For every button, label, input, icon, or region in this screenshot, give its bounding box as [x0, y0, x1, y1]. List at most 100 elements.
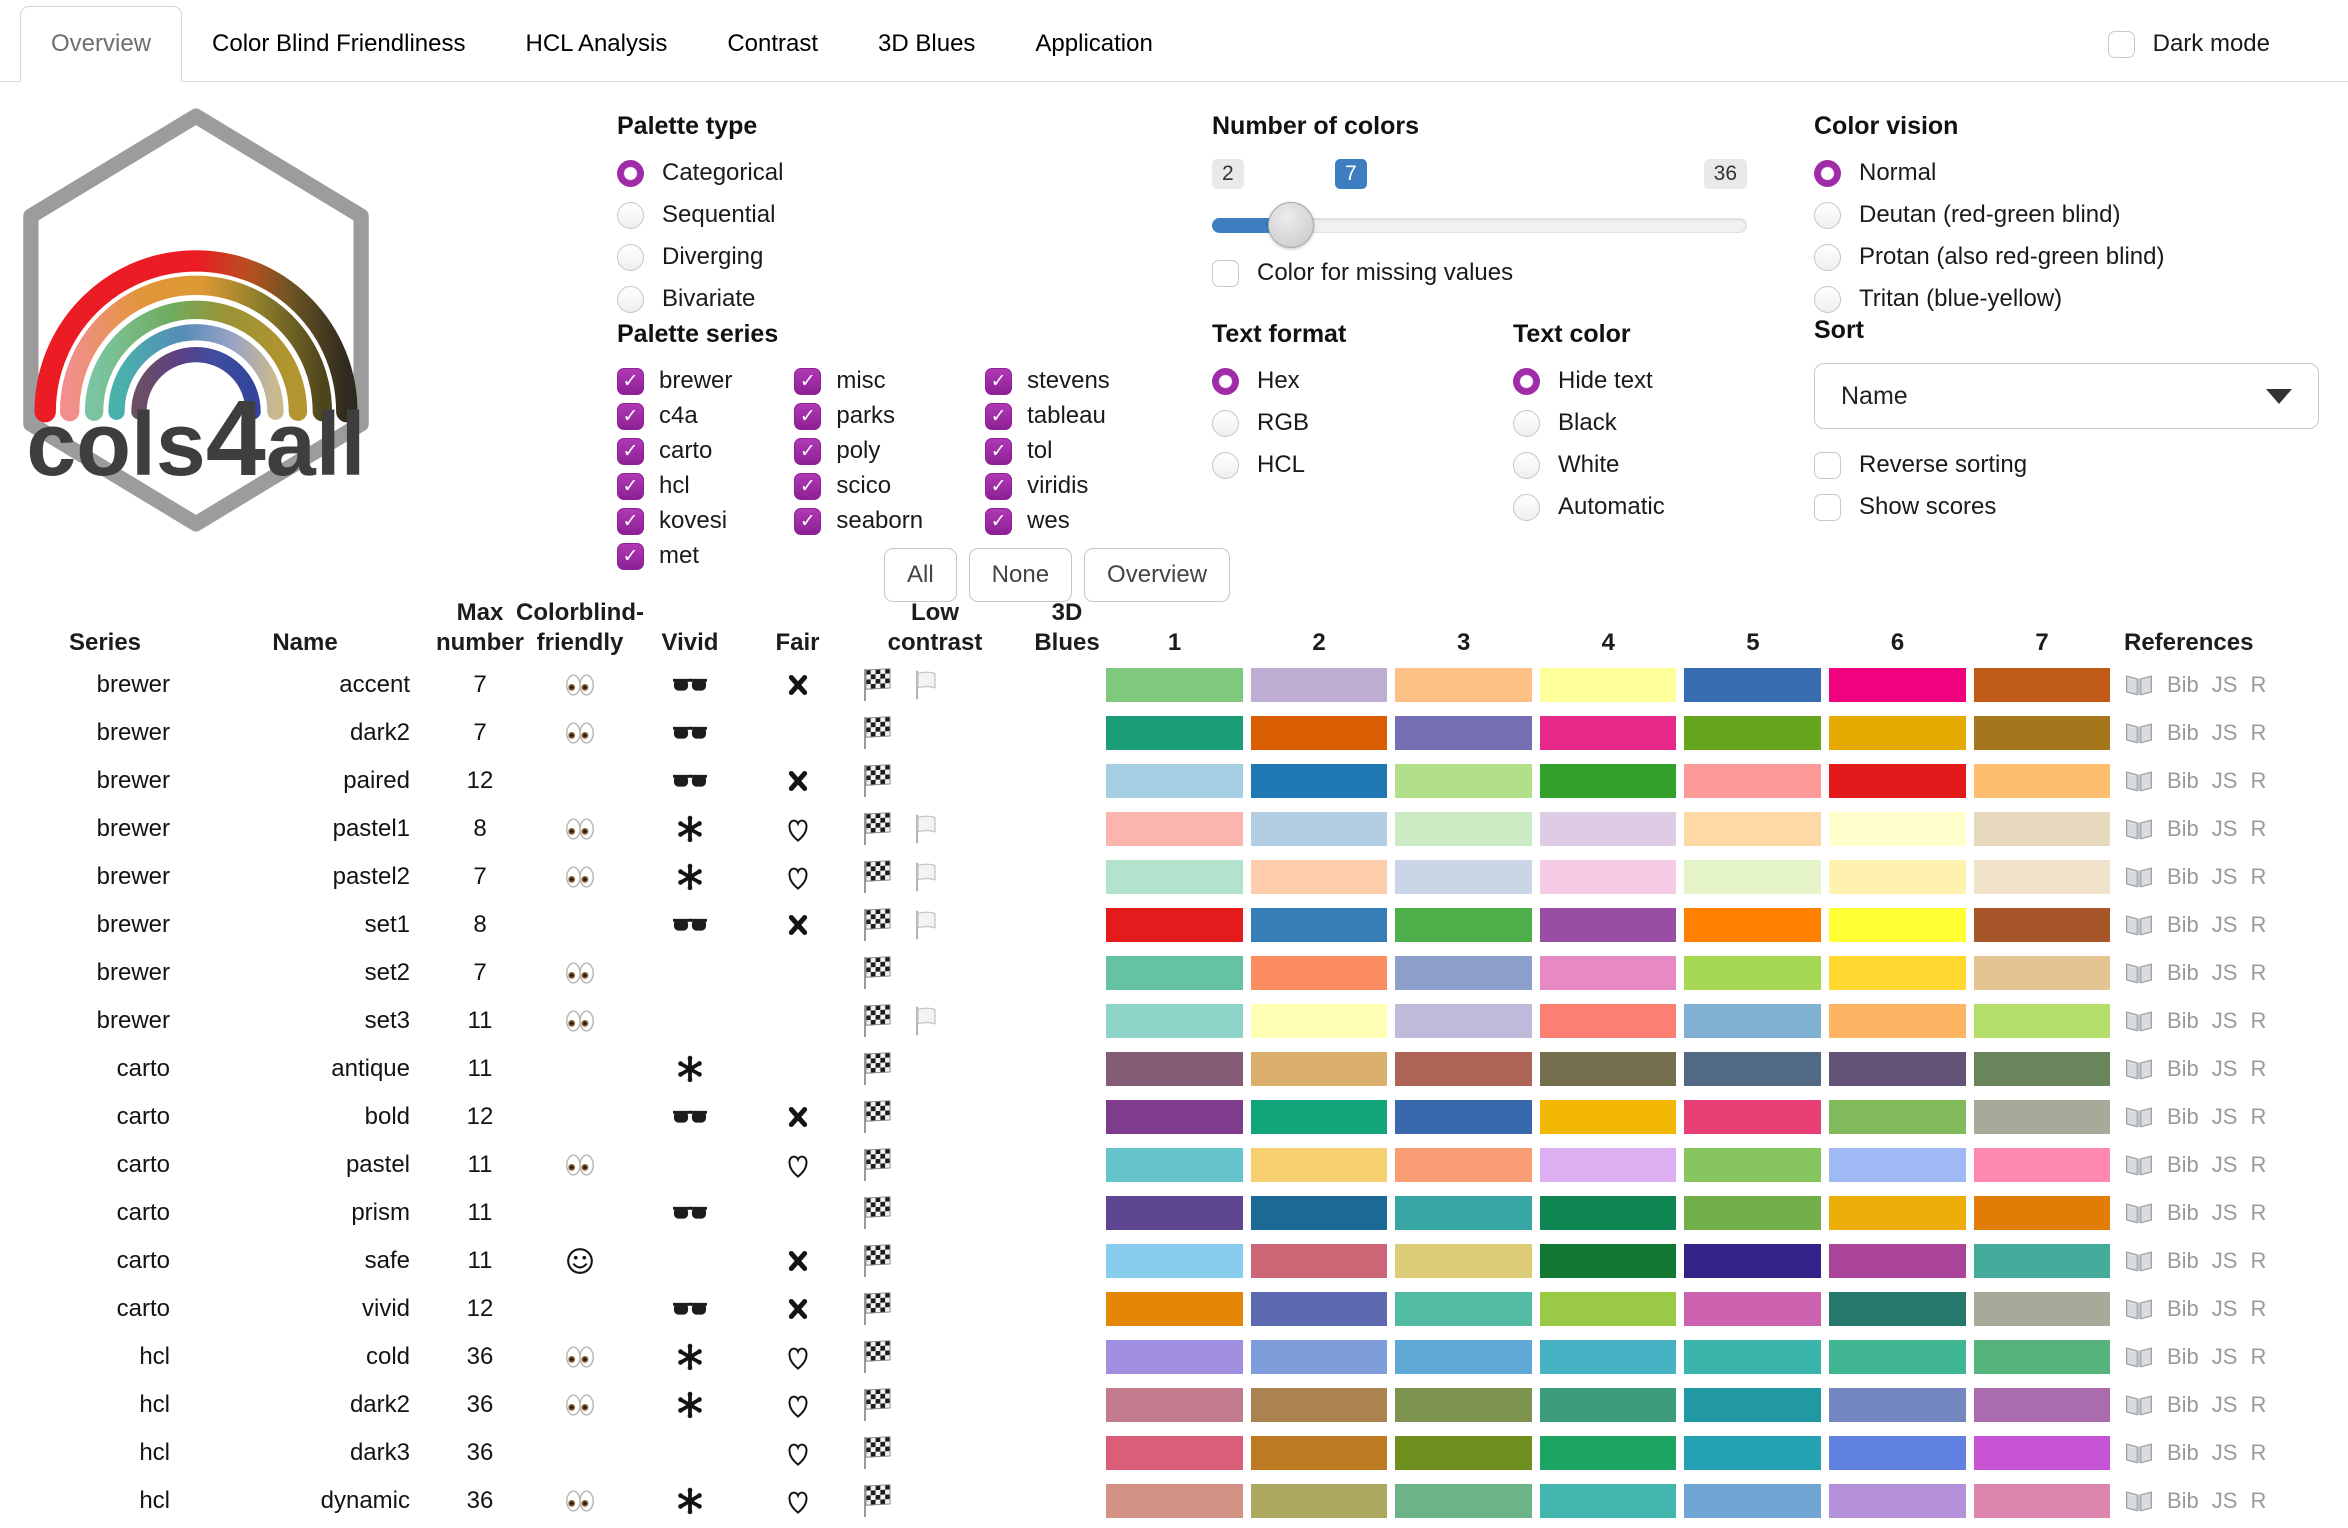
series-checkbox-tableau[interactable]	[985, 402, 1013, 430]
radio-tritan-blue-yellow-[interactable]	[1814, 285, 1841, 313]
reference-link-js[interactable]: JS	[2211, 720, 2238, 745]
color-swatch-6[interactable]	[1828, 812, 1966, 846]
table-row-carto-vivid[interactable]: carto vivid 12 Bib JS R	[0, 1285, 2348, 1333]
table-row-brewer-pastel1[interactable]: brewer pastel1 8 Bib JS R	[0, 805, 2348, 853]
series-checkbox-viridis[interactable]	[985, 472, 1013, 500]
reference-link-r[interactable]: R	[2250, 816, 2267, 841]
radio-normal[interactable]	[1814, 159, 1841, 187]
color-swatch-3[interactable]	[1395, 716, 1532, 750]
reference-link-js[interactable]: JS	[2211, 960, 2238, 985]
palette-name-cell[interactable]: pastel	[345, 1151, 410, 1178]
reference-link-js[interactable]: JS	[2211, 1488, 2238, 1513]
reference-link-js[interactable]: JS	[2211, 1440, 2238, 1465]
all-button[interactable]: All	[884, 548, 957, 602]
color-swatch-6[interactable]	[1828, 1244, 1966, 1278]
color-swatch-7[interactable]	[1973, 908, 2111, 942]
table-row-brewer-pastel2[interactable]: brewer pastel2 7 Bib JS R	[0, 853, 2348, 901]
color-swatch-2[interactable]	[1250, 1292, 1388, 1326]
color-swatch-2[interactable]	[1250, 1244, 1388, 1278]
color-swatch-5[interactable]	[1684, 716, 1821, 750]
color-swatch-3[interactable]	[1395, 764, 1532, 798]
palette-swatches[interactable]	[1106, 1093, 2118, 1141]
reference-link-js[interactable]: JS	[2211, 864, 2238, 889]
color-swatch-3[interactable]	[1395, 1292, 1532, 1326]
color-swatch-4[interactable]	[1539, 1004, 1677, 1038]
tab-color-blind-friendliness[interactable]: Color Blind Friendliness	[212, 30, 466, 57]
table-row-brewer-accent[interactable]: brewer accent 7 Bib JS R	[0, 661, 2348, 709]
palette-swatches[interactable]	[1106, 1045, 2118, 1093]
color-swatch-2[interactable]	[1250, 1052, 1388, 1086]
reference-link-js[interactable]: JS	[2211, 1056, 2238, 1081]
color-swatch-4[interactable]	[1539, 956, 1677, 990]
series-checkbox-seaborn[interactable]	[794, 507, 822, 535]
missing-values-checkbox[interactable]	[1212, 259, 1239, 287]
reference-link-r[interactable]: R	[2250, 1056, 2267, 1081]
color-swatch-7[interactable]	[1973, 1436, 2111, 1470]
color-swatch-6[interactable]	[1828, 1148, 1966, 1182]
palette-name-cell[interactable]: safe	[364, 1247, 410, 1274]
book-icon[interactable]	[2124, 1488, 2154, 1514]
reference-link-js[interactable]: JS	[2211, 1296, 2238, 1321]
overview-button[interactable]: Overview	[1084, 548, 1231, 602]
color-swatch-3[interactable]	[1395, 1196, 1532, 1230]
palette-name-cell[interactable]: set3	[364, 1007, 410, 1034]
color-swatch-2[interactable]	[1250, 956, 1388, 990]
book-icon[interactable]	[2124, 1104, 2154, 1130]
color-swatch-7[interactable]	[1973, 1148, 2111, 1182]
color-swatch-1[interactable]	[1106, 716, 1243, 750]
color-swatch-4[interactable]	[1539, 1436, 1677, 1470]
color-swatch-5[interactable]	[1684, 860, 1821, 894]
color-swatch-2[interactable]	[1250, 1196, 1388, 1230]
palette-swatches[interactable]	[1106, 1429, 2118, 1477]
color-swatch-2[interactable]	[1250, 668, 1388, 702]
color-swatch-1[interactable]	[1106, 1004, 1243, 1038]
color-swatch-2[interactable]	[1250, 812, 1388, 846]
book-icon[interactable]	[2124, 672, 2154, 698]
sort-select[interactable]: Name	[1814, 363, 2319, 429]
color-swatch-5[interactable]	[1684, 668, 1821, 702]
radio-sequential[interactable]	[617, 201, 644, 229]
reference-link-js[interactable]: JS	[2211, 912, 2238, 937]
series-checkbox-brewer[interactable]	[617, 367, 644, 395]
table-row-brewer-set1[interactable]: brewer set1 8 Bib JS R	[0, 901, 2348, 949]
color-swatch-1[interactable]	[1106, 1244, 1243, 1278]
reference-link-bib[interactable]: Bib	[2167, 816, 2199, 841]
palette-swatches[interactable]	[1106, 997, 2118, 1045]
table-row-carto-prism[interactable]: carto prism 11 Bib JS R	[0, 1189, 2348, 1237]
color-swatch-5[interactable]	[1684, 1004, 1821, 1038]
color-swatch-4[interactable]	[1539, 1052, 1677, 1086]
color-swatch-3[interactable]	[1395, 668, 1532, 702]
reference-link-r[interactable]: R	[2250, 672, 2267, 697]
reference-link-js[interactable]: JS	[2211, 1104, 2238, 1129]
book-icon[interactable]	[2124, 1440, 2154, 1466]
color-swatch-3[interactable]	[1395, 1004, 1532, 1038]
series-checkbox-scico[interactable]	[794, 472, 822, 500]
reference-link-bib[interactable]: Bib	[2167, 912, 2199, 937]
color-swatch-2[interactable]	[1250, 1148, 1388, 1182]
color-swatch-5[interactable]	[1684, 1292, 1821, 1326]
color-swatch-5[interactable]	[1684, 1388, 1821, 1422]
color-swatch-4[interactable]	[1539, 1244, 1677, 1278]
series-checkbox-misc[interactable]	[794, 367, 822, 395]
palette-swatches[interactable]	[1106, 901, 2118, 949]
color-swatch-6[interactable]	[1828, 1292, 1966, 1326]
color-swatch-7[interactable]	[1973, 764, 2111, 798]
reference-link-js[interactable]: JS	[2211, 768, 2238, 793]
series-checkbox-poly[interactable]	[794, 437, 822, 465]
reference-link-bib[interactable]: Bib	[2167, 1440, 2199, 1465]
book-icon[interactable]	[2124, 1008, 2154, 1034]
color-swatch-6[interactable]	[1828, 764, 1966, 798]
color-swatch-4[interactable]	[1539, 860, 1677, 894]
book-icon[interactable]	[2124, 1248, 2154, 1274]
table-row-carto-bold[interactable]: carto bold 12 Bib JS R	[0, 1093, 2348, 1141]
reference-link-r[interactable]: R	[2250, 1344, 2267, 1369]
reference-link-r[interactable]: R	[2250, 960, 2267, 985]
palette-swatches[interactable]	[1106, 709, 2118, 757]
radio-deutan-red-green-blind-[interactable]	[1814, 201, 1841, 229]
color-swatch-4[interactable]	[1539, 1196, 1677, 1230]
color-swatch-1[interactable]	[1106, 1100, 1243, 1134]
color-swatch-2[interactable]	[1250, 1484, 1388, 1518]
reference-link-r[interactable]: R	[2250, 1104, 2267, 1129]
slider-handle[interactable]	[1267, 202, 1314, 248]
reference-link-r[interactable]: R	[2250, 912, 2267, 937]
